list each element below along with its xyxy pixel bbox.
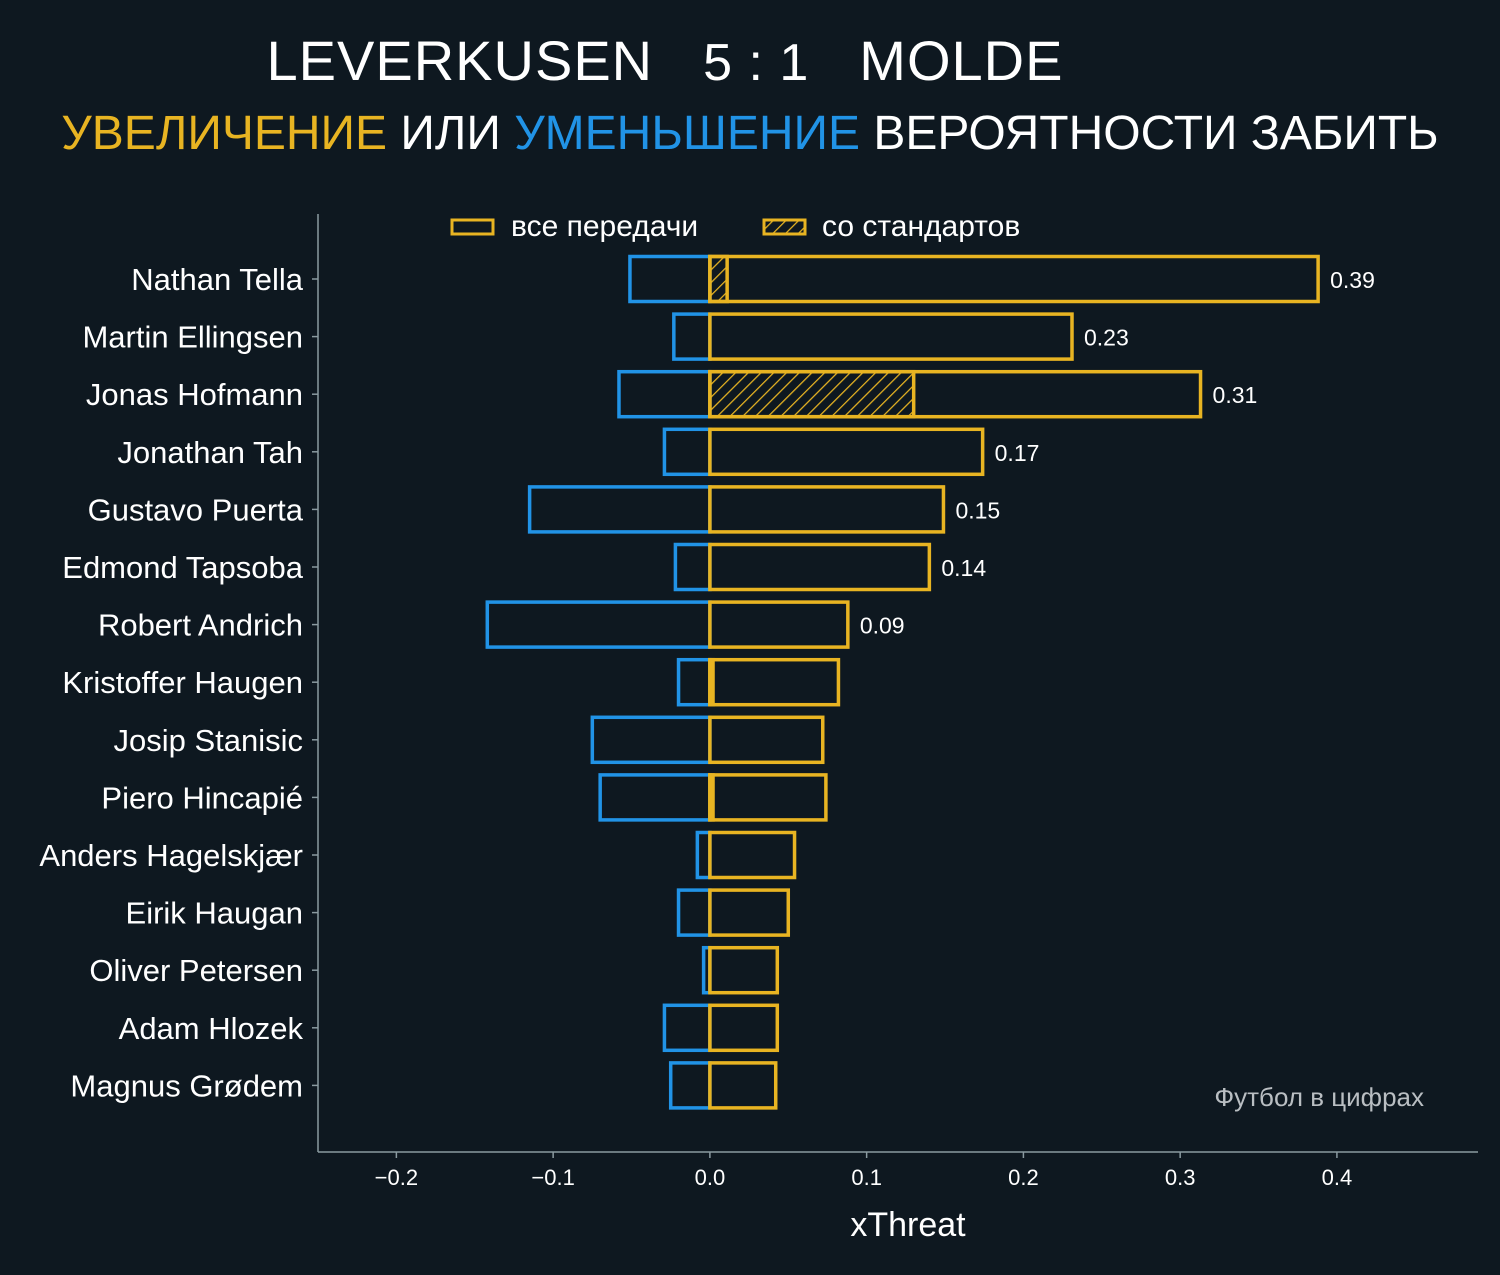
legend-swatch-all-passes — [450, 218, 495, 236]
increase-bar — [708, 254, 1320, 304]
x-tick-label: 0.1 — [851, 1165, 882, 1190]
player-label: Jonathan Tah — [117, 435, 303, 470]
set-piece-bar — [708, 254, 729, 304]
player-label: Edmond Tapsoba — [62, 550, 303, 585]
player-label: Robert Andrich — [98, 608, 303, 643]
watermark: Футбол в цифрах — [1214, 1082, 1424, 1112]
increase-bar — [708, 1003, 780, 1053]
player-label: Oliver Petersen — [89, 953, 303, 988]
match-score: 5 : 1 — [703, 34, 810, 92]
player-label: Piero Hincapié — [101, 780, 303, 815]
increase-bar — [708, 312, 1074, 361]
decrease-bar — [695, 830, 712, 880]
increase-bar — [708, 773, 828, 822]
decrease-bar — [676, 657, 712, 707]
x-tick-label: 0.2 — [1008, 1165, 1039, 1190]
x-tick-label: 0.4 — [1322, 1165, 1353, 1190]
subtitle-rest: ВЕРОЯТНОСТИ ЗАБИТЬ — [860, 107, 1439, 160]
axes: −0.2 −0.1 0.0 0.1 0.2 0.3 0.4 xThreat — [312, 214, 1478, 1244]
player-label: Gustavo Puerta — [88, 492, 304, 527]
subtitle-decrease: УМЕНЬШЕНИЕ — [514, 107, 861, 160]
value-label: 0.39 — [1330, 267, 1375, 293]
player-label: Magnus Grødem — [70, 1068, 303, 1103]
decrease-bar — [672, 312, 712, 361]
legend-label-all-passes: все передачи — [511, 210, 698, 243]
player-label: Jonas Hofmann — [86, 377, 303, 412]
chart-subtitle: УВЕЛИЧЕНИЕ ИЛИ УМЕНЬШЕНИЕ ВЕРОЯТНОСТИ ЗА… — [0, 106, 1500, 161]
player-label: Nathan Tella — [131, 262, 304, 297]
decrease-bar — [628, 254, 712, 304]
set-piece-bar — [708, 369, 916, 419]
decrease-bar — [590, 715, 712, 765]
x-tick-label: −0.2 — [375, 1165, 418, 1190]
value-label: 0.14 — [941, 555, 986, 581]
decrease-bar — [668, 1061, 712, 1110]
increase-bar — [708, 945, 780, 995]
labels: Nathan Tella 0.39 Martin Ellingsen 0.23 Jona… — [39, 262, 1374, 1103]
decrease-bar — [676, 888, 712, 937]
increase-bar — [708, 369, 1203, 419]
decrease-bar — [527, 485, 712, 534]
chart-title: LEVERKUSEN 5 : 1 MOLDE — [0, 28, 1330, 93]
team-away: MOLDE — [859, 29, 1064, 92]
increase-bar — [708, 485, 946, 534]
increase-bar — [708, 888, 791, 937]
legend: все передачи со стандартов — [450, 210, 1020, 243]
decrease-bar — [673, 542, 712, 592]
increase-bar — [708, 715, 825, 765]
decrease-bar — [617, 369, 712, 419]
x-axis-label: xThreat — [850, 1206, 966, 1244]
subtitle-or: ИЛИ — [387, 107, 515, 160]
x-tick-label: 0.3 — [1165, 1165, 1196, 1190]
decrease-bar — [662, 1003, 712, 1053]
decrease-bar — [485, 600, 712, 649]
value-label: 0.31 — [1213, 382, 1258, 408]
value-label: 0.17 — [995, 440, 1040, 466]
player-label: Martin Ellingsen — [82, 320, 303, 355]
legend-swatch-set-pieces — [762, 218, 807, 236]
decrease-bar — [598, 773, 712, 822]
player-label: Josip Stanisic — [113, 723, 303, 758]
increase-bar — [708, 427, 985, 477]
x-tick-label: −0.1 — [531, 1165, 574, 1190]
increase-bar — [708, 600, 850, 649]
bars — [485, 254, 1320, 1110]
increase-bar — [708, 657, 841, 707]
x-tick-label: 0.0 — [695, 1165, 726, 1190]
increase-bar — [708, 830, 797, 880]
value-label: 0.09 — [860, 613, 905, 639]
decrease-bar — [662, 427, 712, 477]
legend-label-set-pieces: со стандартов — [822, 210, 1020, 243]
player-label: Anders Hagelskjær — [39, 838, 303, 873]
player-label: Kristoffer Haugen — [62, 665, 303, 700]
player-label: Eirik Haugan — [126, 896, 303, 931]
increase-bar — [708, 1061, 778, 1110]
value-label: 0.23 — [1084, 325, 1129, 351]
increase-bar — [708, 542, 932, 592]
value-label: 0.15 — [955, 497, 1000, 523]
player-label: Adam Hlozek — [119, 1011, 304, 1046]
team-home: LEVERKUSEN — [266, 29, 654, 92]
subtitle-increase: УВЕЛИЧЕНИЕ — [61, 107, 388, 160]
